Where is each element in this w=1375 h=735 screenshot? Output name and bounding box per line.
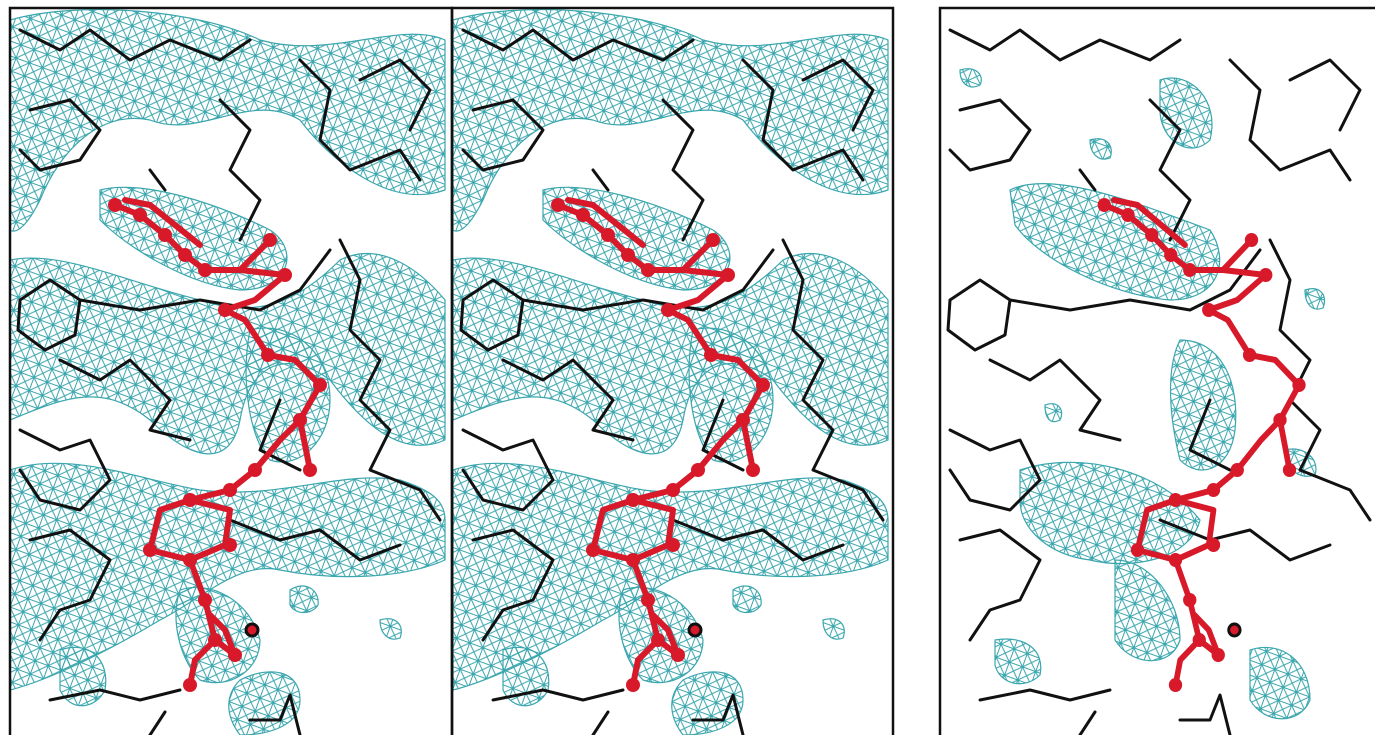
omit-map-panel [948,30,1370,735]
stereo-right-panel [453,10,888,735]
stereo-left-panel [10,10,445,735]
density-mesh [10,10,445,735]
sparse-density [960,69,1324,719]
page: Electron density figure {} html, body { … [0,0,1375,735]
body [0,0,1375,735]
density-mesh [453,10,888,735]
figure [0,0,1375,735]
